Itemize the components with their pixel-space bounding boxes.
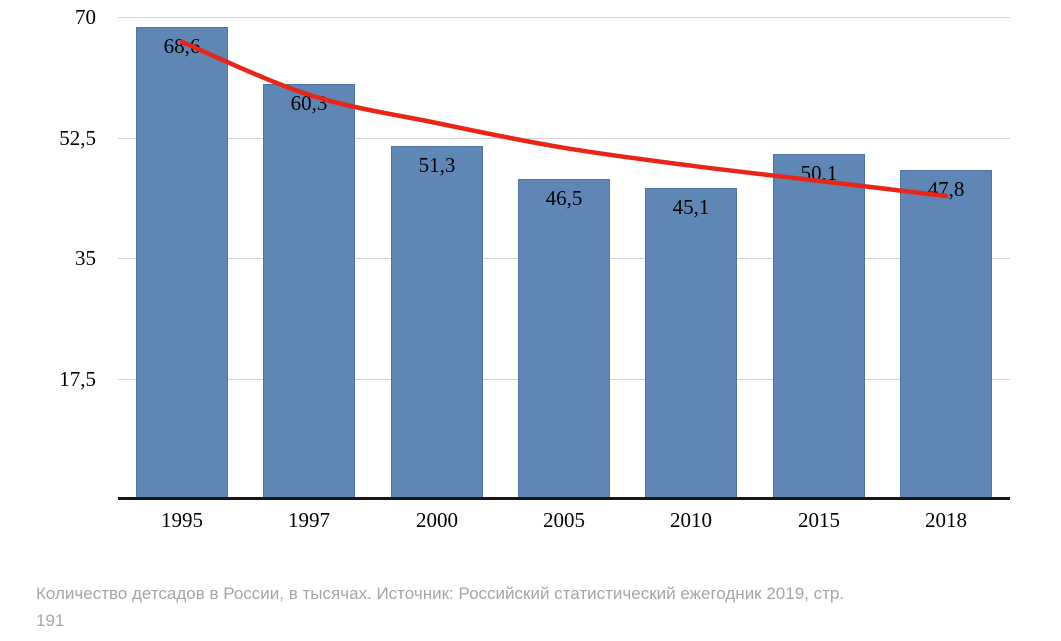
x-axis-tick-label: 2010 — [670, 508, 712, 532]
y-axis-tick-label: 17,5 — [59, 367, 96, 391]
bar-value-label: 60,3 — [290, 91, 328, 115]
bar-2010 — [645, 188, 737, 499]
caption-line-1: Количество детсадов в России, в тысячах.… — [36, 584, 845, 603]
chart-caption: Количество детсадов в России, в тысячах.… — [36, 580, 1026, 634]
y-axis-tick-label: 35 — [75, 246, 96, 270]
x-axis-line — [118, 497, 1010, 500]
bar-2005 — [518, 179, 610, 499]
gridline — [118, 138, 1010, 139]
y-axis-tick-label: 52,5 — [59, 126, 96, 150]
x-axis-tick-label: 1995 — [161, 508, 203, 532]
bar-2015 — [773, 154, 865, 499]
caption-line-2: 191 — [36, 611, 65, 630]
bar-1995 — [136, 27, 228, 499]
y-axis-tick-label: 70 — [75, 5, 96, 29]
x-axis-tick-label: 2018 — [925, 508, 967, 532]
bar-value-label: 51,3 — [418, 153, 456, 177]
bar-2000 — [391, 146, 483, 499]
x-axis-tick-label: 2000 — [416, 508, 458, 532]
bar-value-label: 50,1 — [800, 161, 838, 185]
bar-value-label: 46,5 — [545, 186, 583, 210]
x-axis-tick-label: 1997 — [288, 508, 330, 532]
bar-value-label: 47,8 — [927, 177, 965, 201]
bar-2018 — [900, 170, 992, 499]
bar-value-label: 68,6 — [163, 34, 201, 58]
x-axis-tick-label: 2015 — [798, 508, 840, 532]
x-axis-tick-label: 2005 — [543, 508, 585, 532]
gridline — [118, 17, 1010, 18]
bar-1997 — [263, 84, 355, 499]
bar-value-label: 45,1 — [672, 195, 710, 219]
